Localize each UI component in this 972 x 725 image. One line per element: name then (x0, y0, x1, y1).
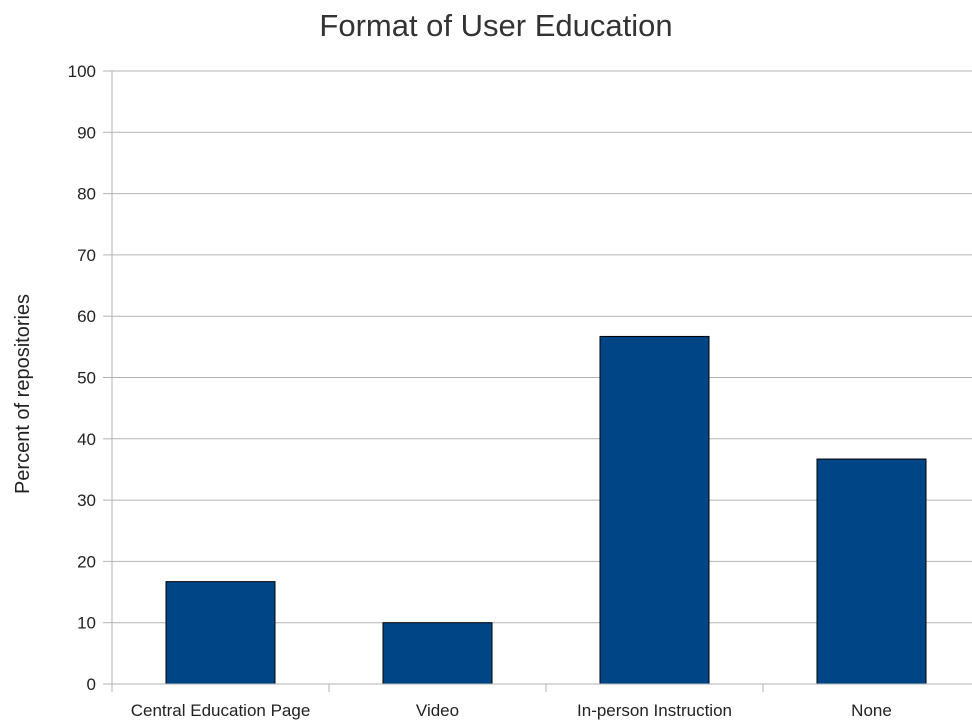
x-tick-label: Central Education Page (131, 701, 311, 720)
chart-title: Format of User Education (319, 8, 672, 43)
y-axis-label: Percent of repositories (12, 294, 34, 494)
y-tick-label: 90 (77, 123, 96, 142)
gridlines (112, 70, 972, 624)
bar (599, 335, 710, 685)
y-tick-label: 0 (87, 675, 96, 694)
y-tick-label: 100 (68, 62, 96, 81)
y-tick-labels: 0 10 20 30 40 50 60 70 80 90 100 (68, 62, 96, 694)
bar (816, 458, 927, 685)
bar (382, 622, 493, 685)
bar (165, 581, 276, 685)
x-tick-label: None (851, 701, 892, 720)
y-tick-label: 60 (77, 307, 96, 326)
x-tick-label: Video (416, 701, 459, 720)
axes (103, 70, 972, 692)
y-tick-label: 30 (77, 491, 96, 510)
y-tick-label: 50 (77, 369, 96, 388)
x-tick-labels: Central Education Page Video In-person Ins… (131, 701, 892, 720)
x-tick-label: In-person Instruction (577, 701, 732, 720)
y-tick-label: 80 (77, 185, 96, 204)
y-tick-label: 10 (77, 614, 96, 633)
y-tick-label: 70 (77, 246, 96, 265)
bars (165, 335, 927, 685)
y-tick-label: 40 (77, 430, 96, 449)
y-tick-label: 20 (77, 552, 96, 571)
